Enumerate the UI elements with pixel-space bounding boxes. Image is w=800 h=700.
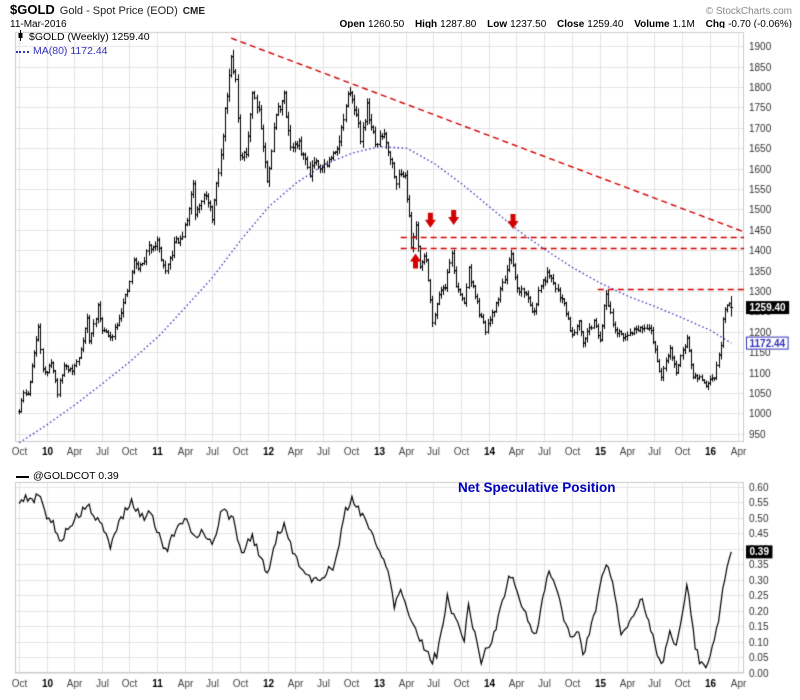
- ma-legend-row: MA(80) 1172.44: [16, 45, 150, 58]
- cot-chart-canvas: [0, 468, 800, 700]
- symbol-description: Gold - Spot Price (EOD): [59, 5, 178, 17]
- exchange-label: CME: [182, 6, 206, 17]
- price-legend-label: $GOLD (Weekly) 1259.40: [29, 31, 150, 43]
- quote-chg-value: -0.70 (-0.06%): [728, 19, 792, 30]
- quote-summary: Open 1260.50 High 1287.80 Low 1237.50 Close…: [331, 18, 792, 31]
- quote-volume-value: 1.1M: [672, 19, 695, 30]
- price-legend-row: $GOLD (Weekly) 1259.40: [16, 30, 150, 45]
- header-quote-row: 11-Mar-2016 Open 1260.50 High 1287.80 Low 1…: [10, 18, 792, 31]
- price-chart-canvas: [0, 28, 800, 468]
- quote-close-label: Close: [557, 19, 585, 30]
- quote-volume-label: Volume: [634, 19, 670, 30]
- cot-chart-legend: @GOLDCOT 0.39: [16, 470, 119, 483]
- cot-chart-panel: @GOLDCOT 0.39 Net Speculative Position: [0, 468, 800, 700]
- cot-legend-row: @GOLDCOT 0.39: [16, 470, 119, 483]
- candlestick-icon: [16, 30, 25, 45]
- quote-chg-label: Chg: [705, 19, 726, 30]
- quote-high-value: 1287.80: [440, 19, 477, 30]
- ma-dotted-line-icon: [16, 50, 29, 53]
- quote-high-label: High: [414, 19, 438, 30]
- chart-header: $GOLD Gold - Spot Price (EOD) CME © StockC…: [0, 0, 800, 31]
- copyright-notice: © StockCharts.com: [705, 6, 792, 17]
- price-chart-panel: $GOLD (Weekly) 1259.40 MA(80) 1172.44: [0, 28, 800, 468]
- quote-open-value: 1260.50: [368, 19, 405, 30]
- cot-annotation-text: Net Speculative Position: [458, 480, 616, 495]
- quote-date: 11-Mar-2016: [10, 19, 67, 30]
- quote-close-value: 1259.40: [587, 19, 624, 30]
- ticker-symbol: $GOLD: [10, 2, 55, 17]
- ma-legend-label: MA(80) 1172.44: [33, 45, 108, 57]
- quote-low-value: 1237.50: [510, 19, 547, 30]
- quote-open-label: Open: [339, 19, 366, 30]
- quote-low-label: Low: [487, 19, 508, 30]
- cot-line-icon: [16, 475, 29, 478]
- price-chart-legend: $GOLD (Weekly) 1259.40 MA(80) 1172.44: [16, 30, 150, 58]
- title-group: $GOLD Gold - Spot Price (EOD) CME: [10, 3, 205, 18]
- cot-legend-label: @GOLDCOT 0.39: [33, 470, 119, 482]
- header-title-row: $GOLD Gold - Spot Price (EOD) CME © StockC…: [10, 3, 792, 18]
